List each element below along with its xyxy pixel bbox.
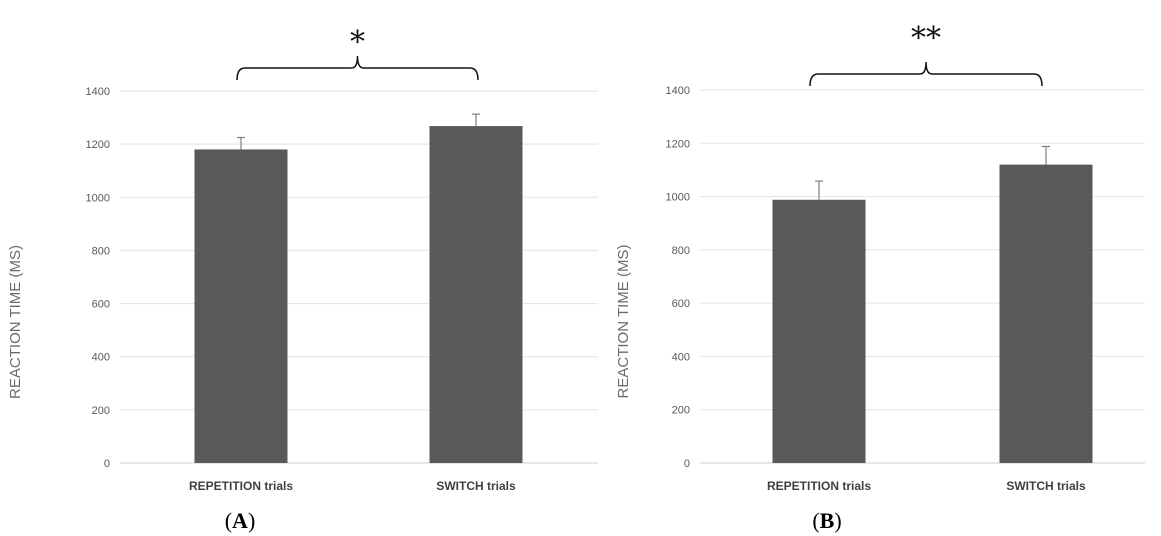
y-tick-label: 1000 <box>86 192 110 204</box>
panel-label: (A) <box>225 508 256 533</box>
y-axis-label: REACTION TIME (MS) <box>615 245 632 399</box>
y-tick-label: 400 <box>92 352 110 364</box>
significance-brace <box>236 55 479 81</box>
panel-label: (B) <box>812 508 841 533</box>
y-tick-label: 800 <box>92 245 110 257</box>
y-tick-label: 0 <box>684 458 690 470</box>
bar <box>194 149 288 463</box>
y-tick-label: 1200 <box>666 138 690 150</box>
y-axis-label: REACTION TIME (MS) <box>7 245 24 399</box>
category-label: SWITCH trials <box>436 479 516 493</box>
category-label: REPETITION trials <box>767 479 871 493</box>
bar <box>772 199 866 464</box>
y-tick-label: 1400 <box>666 85 690 97</box>
panel-b: 0 200 400 600 800 1000 1200 1400 REACTION TIME (… <box>615 21 1145 533</box>
y-tick-label: 200 <box>92 405 110 417</box>
category-label: SWITCH trials <box>1006 479 1086 493</box>
y-tick-label: 400 <box>672 351 690 363</box>
y-tick-label: 0 <box>104 458 110 470</box>
significance-marker: ** <box>911 21 941 56</box>
significance-marker: * <box>350 25 365 60</box>
y-tick-label: 1200 <box>86 139 110 151</box>
y-tick-label: 600 <box>672 298 690 310</box>
y-tick-label: 1400 <box>86 86 110 98</box>
significance-brace <box>809 61 1043 87</box>
panel-a: 0 200 400 600 800 1000 1200 1400 REACTION TIME (… <box>7 25 598 533</box>
category-label: REPETITION trials <box>189 479 293 493</box>
bar <box>429 126 523 464</box>
bar <box>999 164 1093 463</box>
y-tick-label: 600 <box>92 299 110 311</box>
y-tick-label: 1000 <box>666 192 690 204</box>
y-tick-label: 200 <box>672 405 690 417</box>
y-tick-label: 800 <box>672 245 690 257</box>
